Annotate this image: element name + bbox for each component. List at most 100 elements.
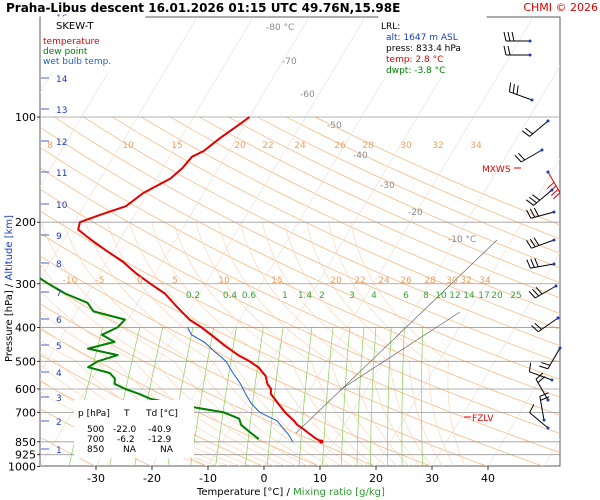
wind-barb [539,346,562,370]
moist-adiabat-label: 15 [271,276,282,286]
dry-adiabat [40,255,488,466]
altitude-tick-label: 13 [56,106,67,116]
lrl-alt: alt: 1647 m ASL [386,33,458,43]
wind-barb-shaft [529,412,549,429]
altitude-tick-label: 5 [56,342,62,352]
lrl-temp: temp: 2.8 °C [386,55,443,65]
wind-barb-feather [530,258,535,268]
lrl-box: LRL: alt: 1647 m ASL press: 833.4 hPa te… [378,16,487,78]
wind-barb [529,404,550,430]
wind-barb-station [528,53,532,57]
mixing-ratio-label: 0.4 [223,291,238,301]
fzlv-label: FZLV [472,414,494,424]
dry-adiabat-label: -80 °C [266,23,294,33]
wind-barb-feather [507,31,511,42]
table-row-700-td: -12.9 [148,435,172,445]
mixing-ratio-label: 14 [463,291,475,301]
moist-adiabat-label: 34 [479,276,491,286]
dry-adiabat [141,116,560,314]
x-axis-label: Temperature [°C] / Mixing ratio [g/kg] [196,487,385,498]
legend-wet-bulb: wet bulb temp. [43,57,111,67]
legend-temperature: temperature [43,37,100,47]
dry-adiabat [40,436,96,466]
wind-barb-feather [528,362,532,372]
legend-title: SKEW-T [56,21,94,32]
wind-barb-feather [516,85,519,95]
pressure-tick-label: 400 [15,321,36,334]
moist-adiabat-label: 26 [400,276,412,286]
x-axis-mixing: Mixing ratio [g/kg] [293,487,385,498]
moist-adiabat-label: 24 [378,276,390,286]
wind-barb-feather [529,238,536,248]
dry-adiabat [40,210,560,454]
wind-barb [528,362,554,382]
temperature-tick-label: -20 [143,472,161,485]
wind-barb-feather [526,209,532,219]
table-header-td: Td [°C] [145,409,178,419]
pressure-tick-label: 500 [15,355,36,368]
legend: SKEW-T temperature dew point wet bulb te… [40,16,146,72]
pressure-tick-label: 600 [15,383,36,396]
wind-barb-feather [540,396,550,401]
wind-barb-station [550,188,554,192]
moist-adiabat-label: 5 [172,276,178,286]
mixing-ratio-label: 10 [435,291,447,301]
wind-barb-station [530,98,534,102]
wind-barb-shaft [531,239,555,249]
moist-adiabat-label: 20 [234,141,246,151]
wind-barb-feather [537,376,546,384]
moist-adiabat-label: 10 [218,276,230,286]
wind-barb-feather [529,208,536,218]
mixing-ratio-label: 3 [349,291,355,301]
wind-barb-feather [503,31,507,42]
y-axis-pressure: Pressure [hPa] [4,290,15,362]
temperature-tick-label: 30 [425,472,439,485]
wind-barb-feather [526,259,531,269]
table-row-700-t: -6.2 [117,435,135,445]
dry-adiabat [83,116,560,347]
wind-barb-feather [534,258,539,267]
wind-barb [503,31,532,43]
parcel-line [295,239,498,434]
wind-barb-station [540,148,544,152]
y-axis-sep: / [4,283,15,287]
wind-barb [526,258,556,269]
dry-adiabat [40,188,560,434]
table-header-t: T [123,409,130,419]
plot-area [39,16,561,467]
wind-barb-station [528,39,532,43]
altitude-tick-label: 3 [56,394,62,404]
isotherm [40,17,198,280]
altitude-tick-label: 10 [56,201,68,211]
wind-barb-feather [550,188,559,196]
pressure-tick-label: 700 [15,406,36,419]
wind-barb [539,392,550,422]
dry-adiabat [40,232,544,466]
dry-adiabat-label: -50 [327,121,342,131]
wind-barb-station [552,238,556,242]
wind-barb [508,82,534,102]
moist-adiabat-label: 8 [47,141,53,151]
pressure-tick-label: 1000 [8,461,36,474]
temperature-tick-label: -30 [87,472,105,485]
wind-barb-feather [532,194,541,201]
wind-barb-feather [532,288,540,297]
series-wet-bulb-temp-line [187,327,294,442]
lrl-press: press: 833.4 hPa [386,44,461,54]
temperature-tick-label: 10 [313,472,327,485]
wind-barb-feather [508,82,512,92]
moist-adiabat-label: 30 [446,276,458,286]
moist-adiabat-label: 32 [432,141,443,151]
y-axis-label: Pressure [hPa] / Altitude [km] [4,215,15,362]
wind-barb [514,148,544,163]
altitude-tick-label: 11 [56,169,67,179]
isotherm [40,17,310,466]
wind-barb-feather [507,45,511,56]
dry-adiabat [40,328,320,466]
moist-adiabat-label: -5 [96,276,105,286]
isotherm [431,252,560,466]
moist-adiabat-label: 20 [330,276,342,286]
mixing-ratio-label: 12 [449,291,460,301]
wind-barb-shaft [529,371,553,381]
